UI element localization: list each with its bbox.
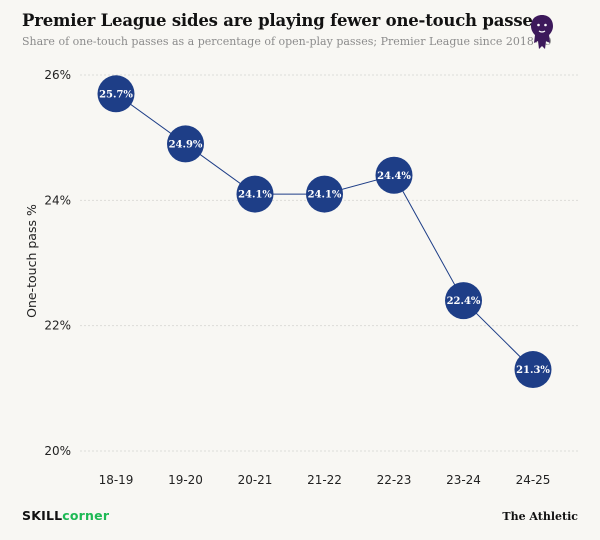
data-label: 24.1% (238, 190, 272, 201)
data-point (514, 351, 552, 389)
skillcorner-logo-part-2: corner (62, 508, 110, 523)
the-athletic-logo: The Athletic (502, 510, 578, 523)
y-axis-label: One-touch pass % (24, 204, 39, 318)
x-tick-label: 19-20 (168, 473, 203, 487)
data-label: 22.4% (447, 296, 481, 307)
data-label: 24.1% (308, 190, 342, 201)
y-tick-label: 24% (44, 193, 71, 207)
x-axis: 18-19 19-20 20-21 21-22 22-23 23-24 24-25 (99, 473, 551, 487)
x-tick-label: 22-23 (377, 473, 412, 487)
y-tick-label: 20% (44, 444, 71, 458)
y-axis: 20% 22% 24% 26% (44, 68, 71, 458)
y-tick-label: 26% (44, 68, 71, 82)
data-label: 24.4% (377, 171, 411, 182)
data-point (375, 156, 413, 194)
data-points: 25.7% 24.9% 24.1% 24.1% 24.4% 22.4% 21.3% (97, 75, 552, 389)
data-point (97, 75, 135, 113)
premier-league-logo-icon (531, 15, 553, 49)
x-tick-label: 23-24 (446, 473, 481, 487)
data-point (236, 175, 274, 213)
y-tick-label: 22% (44, 319, 71, 333)
skillcorner-logo: SKILLcorner (22, 508, 109, 523)
chart-subtitle: Share of one-touch passes as a percentag… (22, 35, 552, 48)
grid (80, 74, 580, 452)
x-tick-label: 20-21 (238, 473, 273, 487)
x-tick-label: 21-22 (307, 473, 342, 487)
data-point (445, 282, 482, 320)
data-label: 24.9% (169, 139, 203, 150)
data-point (306, 175, 343, 213)
x-tick-label: 18-19 (99, 473, 134, 487)
data-label: 25.7% (99, 89, 133, 100)
chart-title: Premier League sides are playing fewer o… (22, 11, 542, 30)
data-label: 21.3% (516, 365, 550, 376)
data-point (167, 125, 204, 163)
x-tick-label: 24-25 (516, 473, 551, 487)
skillcorner-logo-part-1: SKILL (22, 508, 63, 523)
